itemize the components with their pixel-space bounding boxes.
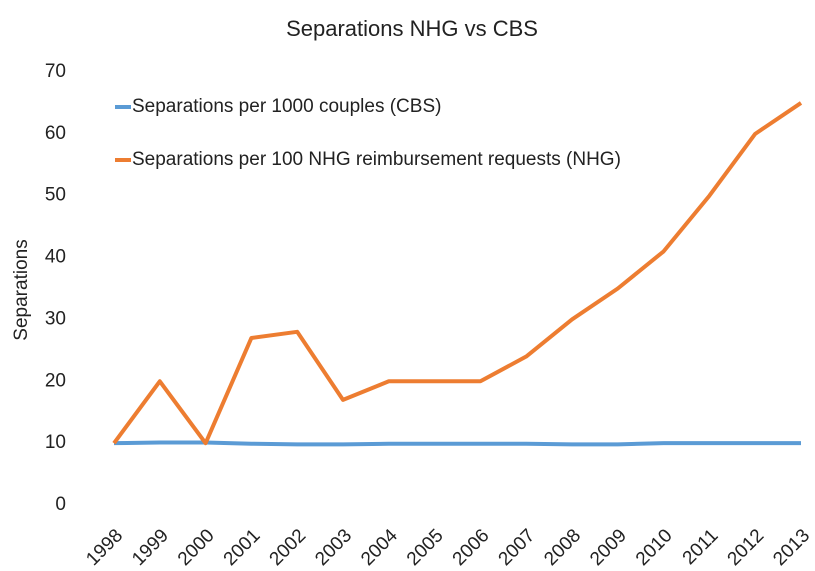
- x-tick-label: 2001: [220, 525, 265, 570]
- y-tick-label: 60: [45, 123, 66, 144]
- y-tick-label: 20: [45, 370, 66, 391]
- x-tick-label: 2010: [632, 525, 677, 570]
- x-tick-label: 2011: [679, 525, 723, 569]
- x-tick-label: 2004: [357, 525, 402, 570]
- y-tick-label: 30: [45, 308, 66, 329]
- x-tick-label: 2007: [495, 525, 540, 570]
- y-tick-label: 0: [55, 494, 66, 515]
- x-tick-label: 2006: [449, 525, 494, 570]
- chart-title: Separations NHG vs CBS: [286, 16, 538, 41]
- x-tick-label: 2009: [586, 525, 631, 570]
- y-tick-label: 70: [45, 61, 66, 82]
- y-tick-label: 40: [45, 247, 66, 268]
- x-tick-label: 2012: [724, 525, 769, 570]
- line: [113, 440, 801, 447]
- line: [112, 101, 803, 446]
- x-tick-label: 2000: [174, 525, 219, 570]
- legend-label: Separations per 100 NHG reimbursement re…: [132, 149, 621, 170]
- x-tick-label: 2008: [540, 525, 585, 570]
- y-axis-label: Separations: [11, 239, 32, 340]
- x-tick-label: 1999: [128, 525, 173, 570]
- x-tick-label: 2005: [403, 525, 448, 570]
- x-tick-label: 2013: [769, 525, 814, 570]
- y-tick-label: 10: [45, 432, 66, 453]
- y-tick-label: 50: [45, 185, 66, 206]
- legend-label: Separations per 1000 couples (CBS): [132, 96, 441, 117]
- x-tick-label: 2002: [266, 525, 311, 570]
- x-tick-label: 1998: [82, 525, 127, 570]
- x-tick-label: 2003: [311, 525, 356, 570]
